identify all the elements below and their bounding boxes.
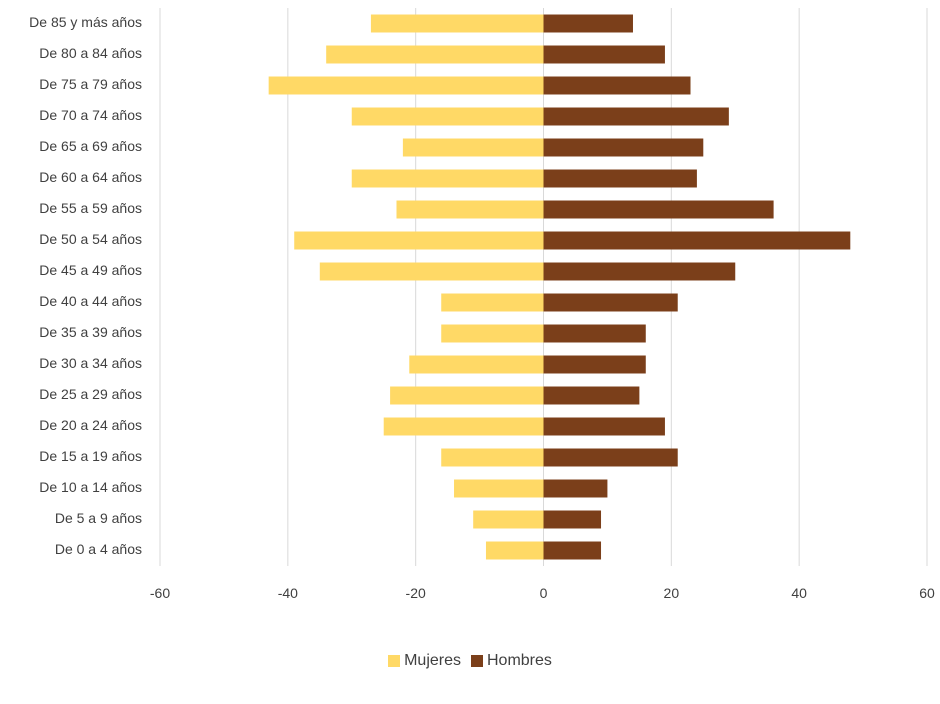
category-label-10: De 35 a 39 años xyxy=(39,324,142,340)
category-label-2: De 75 a 79 años xyxy=(39,76,142,92)
bar-mujeres-0 xyxy=(370,14,544,33)
bar-mujeres-17 xyxy=(485,541,544,560)
legend-label-mujeres: Mujeres xyxy=(404,652,461,669)
bar-mujeres-3 xyxy=(351,107,544,126)
bar-hombres-8 xyxy=(543,262,736,281)
category-label-3: De 70 a 74 años xyxy=(39,107,142,123)
category-label-0: De 85 y más años xyxy=(29,14,142,30)
bar-hombres-5 xyxy=(543,169,697,188)
bar-hombres-15 xyxy=(543,479,608,498)
category-label-5: De 60 a 64 años xyxy=(39,169,142,185)
x-tick-label-0: -60 xyxy=(150,585,170,601)
bar-mujeres-12 xyxy=(390,386,544,405)
bar-hombres-16 xyxy=(543,510,602,529)
category-label-9: De 40 a 44 años xyxy=(39,293,142,309)
category-label-4: De 65 a 69 años xyxy=(39,138,142,154)
bar-hombres-4 xyxy=(543,138,704,157)
legend: Mujeres Hombres xyxy=(0,652,940,670)
bar-mujeres-11 xyxy=(409,355,544,374)
bar-hombres-7 xyxy=(543,231,851,250)
x-tick-label-5: 40 xyxy=(791,585,807,601)
bar-mujeres-15 xyxy=(454,479,544,498)
bar-mujeres-9 xyxy=(441,293,544,312)
bar-mujeres-6 xyxy=(396,200,544,219)
bar-hombres-17 xyxy=(543,541,602,560)
bar-hombres-10 xyxy=(543,324,646,343)
legend-label-hombres: Hombres xyxy=(487,652,552,669)
x-tick-label-6: 60 xyxy=(919,585,935,601)
category-label-11: De 30 a 34 años xyxy=(39,355,142,371)
x-tick-label-3: 0 xyxy=(540,585,548,601)
category-label-12: De 25 a 29 años xyxy=(39,386,142,402)
category-label-8: De 45 a 49 años xyxy=(39,262,142,278)
bar-hombres-14 xyxy=(543,448,678,467)
bar-mujeres-1 xyxy=(326,45,544,64)
bar-mujeres-7 xyxy=(294,231,544,250)
bar-hombres-6 xyxy=(543,200,774,219)
bar-hombres-9 xyxy=(543,293,678,312)
legend-swatch-mujeres xyxy=(388,655,401,667)
category-label-1: De 80 a 84 años xyxy=(39,45,142,61)
bar-mujeres-5 xyxy=(351,169,544,188)
x-tick-label-2: -20 xyxy=(406,585,426,601)
bar-mujeres-8 xyxy=(319,262,544,281)
bar-mujeres-14 xyxy=(441,448,544,467)
bar-mujeres-2 xyxy=(268,76,544,95)
bar-mujeres-16 xyxy=(473,510,544,529)
category-label-13: De 20 a 24 años xyxy=(39,417,142,433)
bar-hombres-1 xyxy=(543,45,665,64)
category-label-17: De 0 a 4 años xyxy=(55,541,142,557)
legend-item-mujeres: Mujeres xyxy=(388,652,461,670)
legend-swatch-hombres xyxy=(471,655,483,667)
x-tick-label-1: -40 xyxy=(278,585,298,601)
bar-hombres-3 xyxy=(543,107,729,126)
category-label-6: De 55 a 59 años xyxy=(39,200,142,216)
bar-mujeres-13 xyxy=(383,417,544,436)
category-label-16: De 5 a 9 años xyxy=(55,510,142,526)
bar-hombres-2 xyxy=(543,76,691,95)
bar-hombres-11 xyxy=(543,355,646,374)
bar-hombres-12 xyxy=(543,386,640,405)
category-label-7: De 50 a 54 años xyxy=(39,231,142,247)
category-label-14: De 15 a 19 años xyxy=(39,448,142,464)
bar-hombres-13 xyxy=(543,417,665,436)
bar-mujeres-10 xyxy=(441,324,544,343)
x-tick-label-4: 20 xyxy=(664,585,680,601)
bar-hombres-0 xyxy=(543,14,633,33)
chart-plot-area: -60 -40 -20 0 20 40 60 De 85 y más años De 80 a … xyxy=(29,8,935,601)
category-label-15: De 10 a 14 años xyxy=(39,479,142,495)
bar-mujeres-4 xyxy=(402,138,544,157)
legend-item-hombres: Hombres xyxy=(471,652,552,670)
